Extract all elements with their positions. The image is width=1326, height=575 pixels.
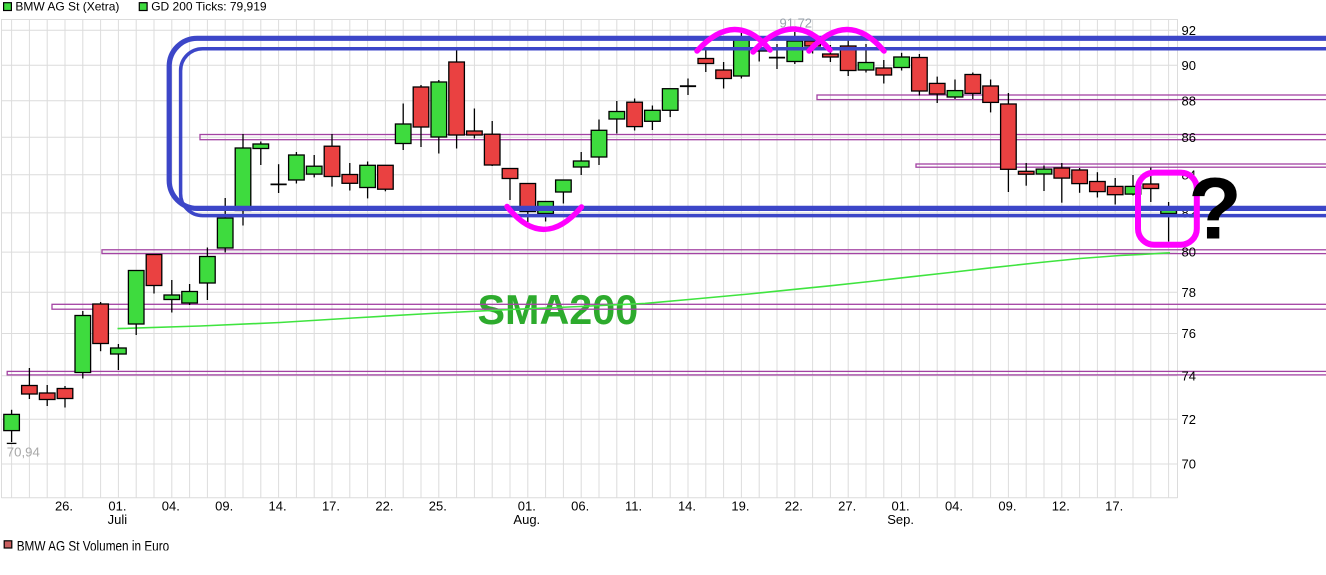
svg-text:14.: 14.	[678, 499, 696, 514]
svg-text:78: 78	[1182, 285, 1196, 300]
svg-text:90: 90	[1182, 58, 1196, 73]
svg-text:19.: 19.	[731, 499, 749, 514]
svg-text:70: 70	[1182, 457, 1196, 472]
svg-text:70,94: 70,94	[7, 444, 40, 459]
svg-text:11.: 11.	[625, 499, 642, 514]
svg-text:09.: 09.	[215, 499, 233, 514]
svg-text:BMW AG St (Xetra): BMW AG St (Xetra)	[15, 0, 119, 13]
svg-text:Juli: Juli	[108, 512, 128, 527]
svg-text:22.: 22.	[785, 499, 803, 514]
svg-text:GD 200 Ticks: 79,919: GD 200 Ticks: 79,919	[151, 0, 267, 13]
svg-text:01.: 01.	[892, 499, 910, 514]
svg-text:01.: 01.	[108, 499, 126, 514]
svg-text:Aug.: Aug.	[513, 512, 540, 527]
svg-text:22.: 22.	[375, 499, 393, 514]
svg-text:09.: 09.	[998, 499, 1016, 514]
svg-text:14.: 14.	[269, 499, 287, 514]
svg-text:27.: 27.	[838, 499, 856, 514]
svg-text:?: ?	[1188, 159, 1241, 257]
svg-text:80: 80	[1182, 245, 1196, 260]
svg-text:01.: 01.	[518, 499, 536, 514]
svg-text:17.: 17.	[1105, 499, 1123, 514]
svg-text:86: 86	[1182, 130, 1196, 145]
svg-text:26.: 26.	[55, 499, 73, 514]
svg-text:12.: 12.	[1052, 499, 1070, 514]
svg-text:72: 72	[1182, 412, 1196, 427]
svg-text:88: 88	[1182, 93, 1196, 108]
svg-text:06.: 06.	[571, 499, 589, 514]
svg-text:Sep.: Sep.	[887, 512, 914, 527]
svg-text:76: 76	[1182, 326, 1196, 341]
svg-text:25.: 25.	[429, 499, 447, 514]
svg-text:74: 74	[1182, 368, 1196, 383]
svg-text:92: 92	[1182, 23, 1196, 38]
svg-text:04.: 04.	[162, 499, 180, 514]
svg-text:04.: 04.	[945, 499, 963, 514]
svg-text:17.: 17.	[322, 499, 340, 514]
